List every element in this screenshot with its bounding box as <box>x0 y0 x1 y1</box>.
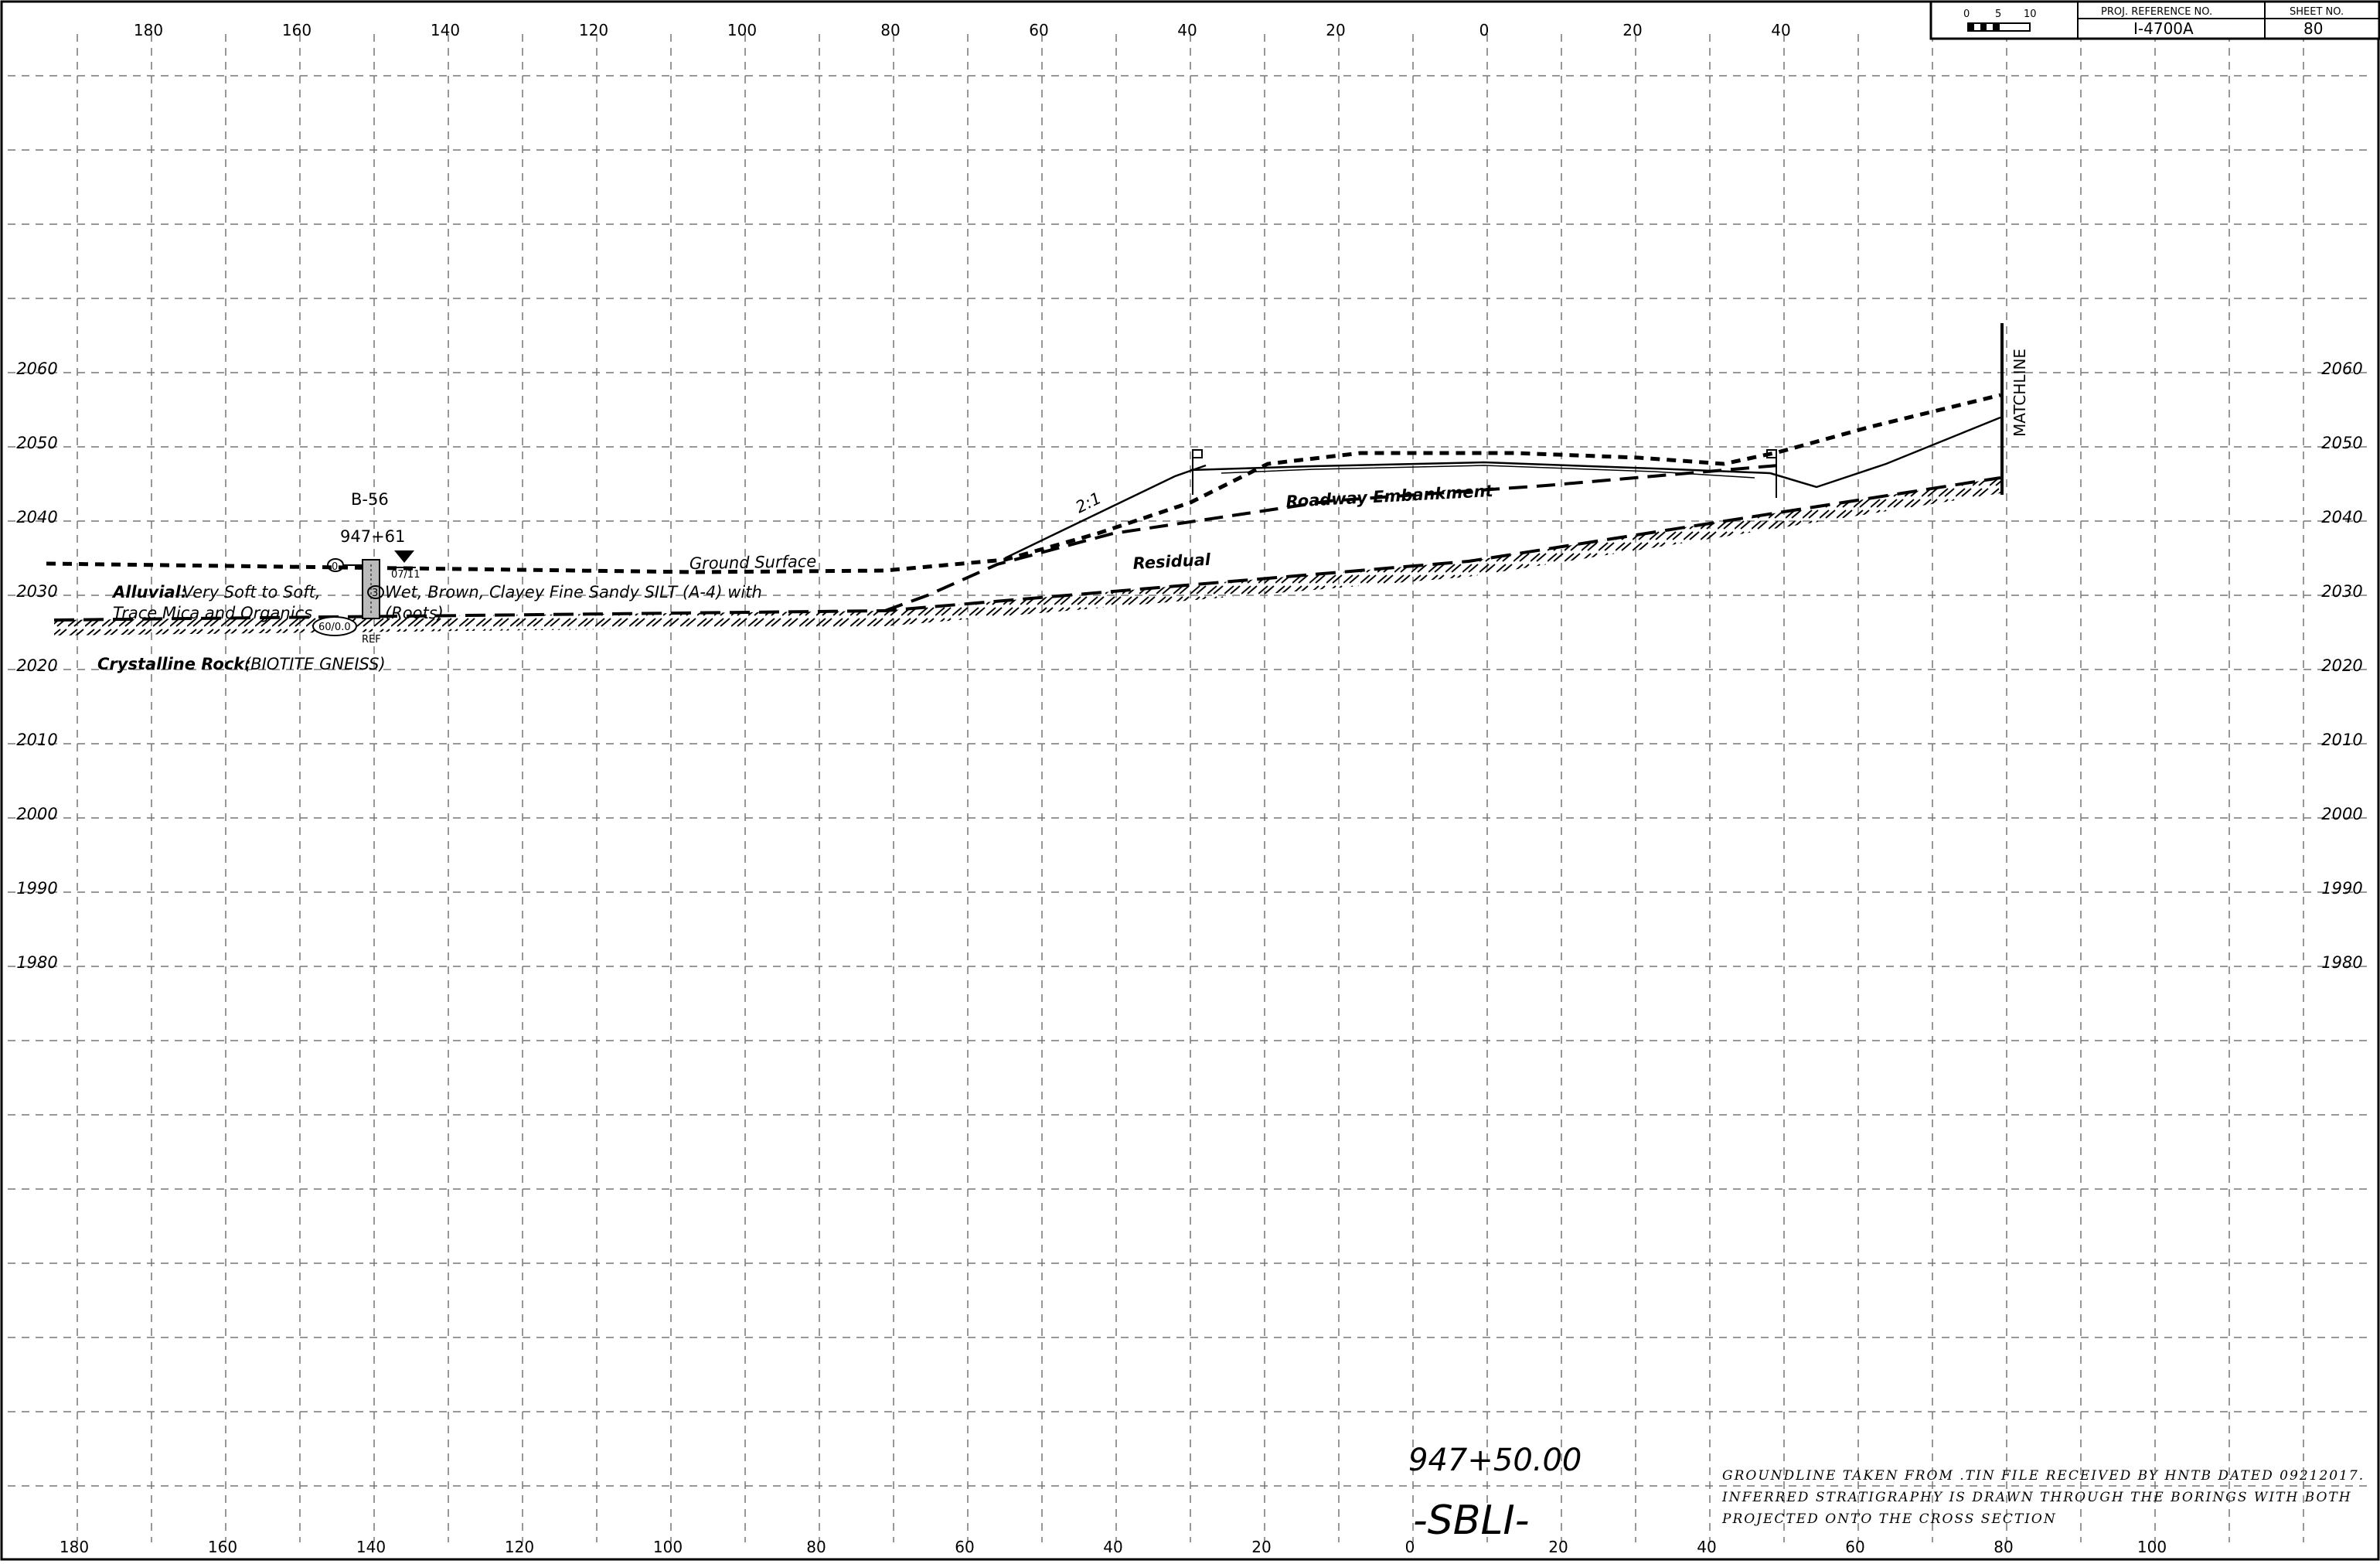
blow-count-2: 3 <box>372 588 378 599</box>
elevation-label-left: 2050 <box>16 434 57 452</box>
proj-ref-value: I-4700A <box>2133 19 2194 38</box>
elevation-label-right: 2060 <box>2321 359 2362 378</box>
water-table-icon <box>394 550 414 563</box>
x-tick-label-top: 120 <box>579 21 608 39</box>
elevation-label-right: 2020 <box>2321 656 2362 675</box>
x-tick-label-bottom: 20 <box>1548 1538 1568 1556</box>
scale-label-5: 5 <box>1995 9 2001 20</box>
elevation-label-left: 2060 <box>16 359 57 378</box>
x-tick-label-bottom: 0 <box>1405 1538 1415 1556</box>
rock-head: Crystalline Rock: <box>97 655 251 673</box>
elevation-label-right: 2050 <box>2321 434 2362 452</box>
elevation-label-right: 1980 <box>2321 953 2362 972</box>
boring-id: B-56 <box>351 490 389 509</box>
x-tick-label-bottom: 100 <box>2137 1538 2167 1556</box>
alluvial-desc-4: (Roots) <box>385 604 444 622</box>
alluvial-desc-1: Very Soft to Soft, <box>182 583 321 601</box>
refusal-ref: REF <box>362 634 381 646</box>
elevation-label-right: 2010 <box>2321 731 2362 749</box>
elevation-label-left: 1990 <box>16 879 57 898</box>
residual-boundary-line <box>884 464 1779 612</box>
x-tick-label-top: 40 <box>1177 21 1197 39</box>
x-tick-label-bottom: 120 <box>505 1538 534 1556</box>
note-1: GROUNDLINE TAKEN FROM .TIN FILE RECEIVED… <box>1722 1468 2365 1484</box>
x-tick-label-top: 80 <box>880 21 900 39</box>
matchline-label: MATCHLINE <box>2011 349 2029 437</box>
x-axis-bottom: 180 160 140 120 100 80 60 40 20 0 20 40 60 80 100 <box>60 1538 2167 1556</box>
elevation-label-right: 2040 <box>2321 508 2362 526</box>
scale-label-0: 0 <box>1963 9 1970 20</box>
x-tick-label-bottom: 80 <box>1994 1538 2013 1556</box>
x-tick-label-bottom: 40 <box>1697 1538 1716 1556</box>
x-tick-label-bottom: 80 <box>806 1538 826 1556</box>
x-tick-label-top: 100 <box>727 21 757 39</box>
x-tick-label-top: 180 <box>134 21 163 39</box>
x-axis-top: 180 160 140 120 100 80 60 40 20 0 20 40 <box>134 21 1791 39</box>
note-3: PROJECTED ONTO THE CROSS SECTION <box>1721 1511 2057 1527</box>
alluvial-head: Alluvial: <box>111 583 187 601</box>
sheet-no-header: SHEET NO. <box>2290 6 2344 18</box>
section-line-name: -SBLI- <box>1413 1498 1530 1544</box>
elevation-label-right: 2030 <box>2321 582 2362 601</box>
elevation-axis-right: 2060 2050 2040 2030 2020 2010 2000 1990 1980 <box>2321 359 2362 972</box>
blow-count-1: 0 <box>332 561 338 573</box>
x-tick-label-top: 40 <box>1771 21 1790 39</box>
x-tick-label-bottom: 160 <box>208 1538 237 1556</box>
x-tick-label-bottom: 140 <box>356 1538 386 1556</box>
boring-station: 947+61 <box>340 527 405 546</box>
x-tick-label-top: 60 <box>1029 21 1048 39</box>
x-tick-label-top: 20 <box>1622 21 1642 39</box>
residual-label: Residual <box>1132 550 1211 573</box>
x-tick-label-bottom: 60 <box>955 1538 974 1556</box>
slope-label: 2:1 <box>1073 489 1105 516</box>
rock-desc: (BIOTITE GNEISS) <box>244 655 386 673</box>
alluvial-desc-3: Trace Mica and Organics <box>113 604 312 622</box>
refusal-value: 60/0.0 <box>318 622 351 633</box>
x-tick-label-bottom: 60 <box>1845 1538 1864 1556</box>
x-tick-label-top: 160 <box>282 21 312 39</box>
x-tick-label-top: 140 <box>431 21 460 39</box>
elevation-label-left: 2000 <box>16 805 57 823</box>
embankment-right-ditch <box>1769 416 2001 489</box>
roadway-top <box>1190 461 1771 475</box>
elevation-label-right: 1990 <box>2321 879 2362 898</box>
elevation-axis-left: 2060 2050 2040 2030 2020 2010 2000 1990 1980 <box>16 359 57 972</box>
guardrail-left <box>1192 449 1203 495</box>
refusal-oval <box>312 616 357 636</box>
section-station: 947+50.00 <box>1408 1443 1582 1478</box>
roadway-pavement <box>1221 465 1755 479</box>
x-tick-label-bottom: 40 <box>1103 1538 1122 1556</box>
boring-b56 <box>312 550 416 636</box>
x-tick-label-bottom: 20 <box>1251 1538 1271 1556</box>
scale-label-10: 10 <box>2024 9 2037 20</box>
sheet-no-value: 80 <box>2303 19 2323 38</box>
rock-hatch-band <box>54 478 2000 635</box>
elevation-label-left: 2020 <box>16 656 57 675</box>
elevation-label-left: 2040 <box>16 508 57 526</box>
alluvial-desc-2: Wet, Brown, Clayey Fine Sandy SILT (A-4)… <box>385 583 762 601</box>
x-tick-label-bottom: 180 <box>60 1538 89 1556</box>
guardrail-right <box>1766 449 1777 498</box>
elevation-label-right: 2000 <box>2321 805 2362 823</box>
proj-ref-header: PROJ. REFERENCE NO. <box>2101 6 2212 18</box>
top-of-rock-line <box>53 476 2001 622</box>
elevation-label-left: 2030 <box>16 582 57 601</box>
grid <box>8 34 2373 1542</box>
elevation-label-left: 2010 <box>16 731 57 749</box>
ground-surface-label: Ground Surface <box>689 552 817 573</box>
title-block: 0 5 10 PROJ. REFERENCE NO. I-4700A SHEET… <box>1929 0 2380 40</box>
boring-date: 07/11 <box>391 569 420 581</box>
note-2: INFERRED STRATIGRAPHY IS DRAWN THROUGH T… <box>1721 1490 2352 1505</box>
blow-count-oval-2 <box>367 585 384 599</box>
x-tick-label-top: 0 <box>1479 21 1490 39</box>
elevation-label-left: 1980 <box>16 953 57 972</box>
x-tick-label-top: 20 <box>1326 21 1345 39</box>
ground-surface-line <box>46 393 2001 574</box>
x-tick-label-bottom: 100 <box>653 1538 683 1556</box>
embankment-label: Roadway Embankment <box>1285 482 1494 511</box>
scale-bar: 0 5 10 <box>1963 9 2037 32</box>
